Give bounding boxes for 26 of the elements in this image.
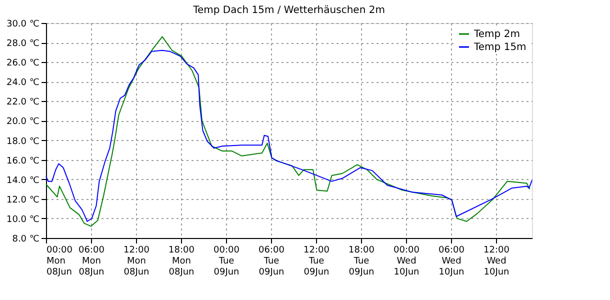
y-tick-label: 24.0 ℃ xyxy=(6,78,40,88)
legend-label: Temp 15m xyxy=(473,42,526,53)
y-tick-label: 30.0 ℃ xyxy=(6,20,40,30)
y-tick-label: 10.0 ℃ xyxy=(6,214,40,225)
y-tick-label: 20.0 ℃ xyxy=(6,117,40,128)
y-tick-label: 28.0 ℃ xyxy=(6,39,40,50)
x-tick-label: 00:00 Tue 09Jun xyxy=(214,246,240,278)
x-tick-label: 12:00 Wed 10Jun xyxy=(484,246,510,278)
y-tick-label: 16.0 ℃ xyxy=(6,156,40,166)
x-tick-label: 12:00 Mon 08Jun xyxy=(124,246,150,278)
x-tick-label: 06:00 Wed 10Jun xyxy=(438,246,465,278)
x-tick-label: 12:00 Tue 09Jun xyxy=(304,246,330,278)
x-tick-label: 06:00 Tue 09Jun xyxy=(258,246,285,278)
y-tick-label: 8.0 ℃ xyxy=(12,234,40,244)
legend-label: Temp 2m xyxy=(473,29,520,40)
y-tick-label: 22.0 ℃ xyxy=(6,98,40,108)
x-tick-label: 00:00 Wed 10Jun xyxy=(394,246,420,278)
y-tick-label: 26.0 ℃ xyxy=(6,58,40,69)
y-tick-label: 14.0 ℃ xyxy=(6,176,40,186)
chart-title: Temp Dach 15m / Wetterhäuschen 2m xyxy=(192,5,385,16)
x-tick-label: 18:00 Mon 08Jun xyxy=(168,246,195,278)
y-tick-label: 12.0 ℃ xyxy=(6,195,40,206)
y-tick-label: 18.0 ℃ xyxy=(6,136,40,147)
x-tick-label: 00:00 Mon 08Jun xyxy=(46,246,73,278)
x-tick-label: 18:00 Tue 09Jun xyxy=(348,246,375,278)
x-tick-label: 06:00 Mon 08Jun xyxy=(78,246,105,278)
